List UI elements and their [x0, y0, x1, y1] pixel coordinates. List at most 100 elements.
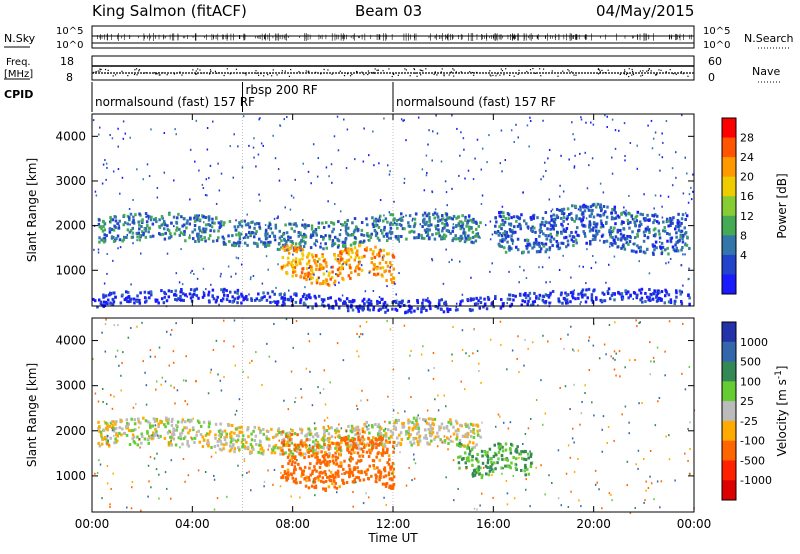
data-cell [106, 302, 109, 306]
scatter-cell [478, 362, 480, 365]
scatter-cell [687, 278, 690, 281]
scatter-cell [594, 261, 597, 264]
scatter-cell [506, 503, 509, 506]
data-cell [301, 252, 304, 256]
data-cell [382, 234, 386, 238]
data-cell [140, 224, 143, 228]
scatter-cell [147, 217, 150, 220]
scatter-cell [562, 213, 565, 216]
data-cell [669, 298, 673, 302]
data-cell [560, 216, 563, 220]
data-cell [369, 451, 372, 455]
data-cell [508, 246, 512, 250]
data-cell [465, 236, 469, 240]
data-cell [112, 300, 116, 304]
data-cell [364, 424, 367, 428]
scatter-cell [548, 474, 550, 477]
data-cell [351, 298, 355, 302]
data-cell [516, 445, 519, 449]
data-cell [373, 228, 377, 232]
data-cell [377, 433, 380, 437]
data-cell [311, 276, 314, 280]
data-cell [207, 222, 210, 226]
data-cell [200, 238, 204, 242]
data-cell [432, 213, 435, 217]
data-cell [347, 274, 351, 278]
data-cell [566, 293, 570, 297]
data-cell [428, 220, 431, 224]
data-cell [328, 426, 331, 430]
data-cell [280, 441, 284, 445]
scatter-cell [659, 169, 661, 172]
cpid-segment-label: rbsp 200 RF [246, 83, 318, 97]
freq-dot [405, 69, 407, 71]
scatter-cell [605, 281, 607, 284]
data-cell [562, 219, 565, 223]
data-cell [311, 233, 315, 237]
data-cell [278, 229, 282, 233]
data-cell [582, 224, 585, 228]
data-cell [609, 241, 612, 245]
data-cell [190, 419, 193, 423]
data-cell [284, 451, 287, 455]
data-cell [504, 216, 507, 220]
data-cell [254, 222, 257, 226]
data-cell [544, 293, 548, 297]
data-cell [472, 217, 475, 221]
data-cell [330, 475, 333, 479]
data-cell [203, 230, 206, 234]
scatter-cell [161, 376, 164, 379]
data-cell [361, 299, 365, 303]
data-cell [522, 457, 526, 461]
scatter-cell [684, 242, 687, 245]
data-cell [344, 229, 348, 233]
data-cell [660, 290, 664, 294]
data-cell [428, 442, 431, 446]
scatter-cell [489, 270, 491, 273]
scatter-cell [333, 135, 336, 138]
scatter-cell [149, 456, 152, 459]
data-cell [323, 470, 326, 474]
data-cell [674, 289, 678, 293]
data-cell [509, 223, 513, 227]
data-cell [322, 439, 325, 443]
data-cell [307, 293, 311, 297]
data-cell [123, 432, 127, 436]
data-cell [188, 222, 192, 226]
freq-dot [349, 75, 352, 77]
freq-dot [376, 69, 378, 71]
freq-dot [539, 68, 541, 70]
scatter-cell [608, 323, 611, 326]
data-cell [362, 239, 366, 243]
data-cell [425, 421, 429, 425]
data-cell [338, 233, 342, 237]
data-cell [285, 472, 289, 476]
data-cell [480, 476, 484, 480]
data-cell [392, 267, 396, 271]
data-cell [464, 236, 467, 240]
scatter-cell [132, 242, 134, 245]
data-cell [250, 298, 254, 302]
nsearch-label: N.Search [744, 32, 794, 45]
data-cell [457, 461, 461, 465]
data-cell [590, 296, 594, 300]
scatter-cell [452, 440, 454, 443]
data-cell [623, 247, 627, 251]
data-cell [148, 215, 151, 219]
data-cell [541, 216, 545, 220]
scatter-cell [567, 333, 569, 336]
data-cell [168, 429, 171, 433]
scatter-cell [517, 335, 519, 338]
scatter-cell [274, 239, 277, 242]
data-cell [445, 212, 449, 216]
data-cell [286, 455, 290, 459]
data-cell [648, 287, 651, 291]
scatter-cell [248, 293, 250, 296]
scatter-cell [437, 409, 440, 412]
data-cell [646, 218, 649, 222]
freq-panel [91, 55, 695, 81]
data-cell [383, 225, 386, 229]
data-cell [335, 427, 339, 431]
scatter-cell [253, 156, 255, 159]
colorbar-tick-label: 4 [740, 249, 747, 262]
